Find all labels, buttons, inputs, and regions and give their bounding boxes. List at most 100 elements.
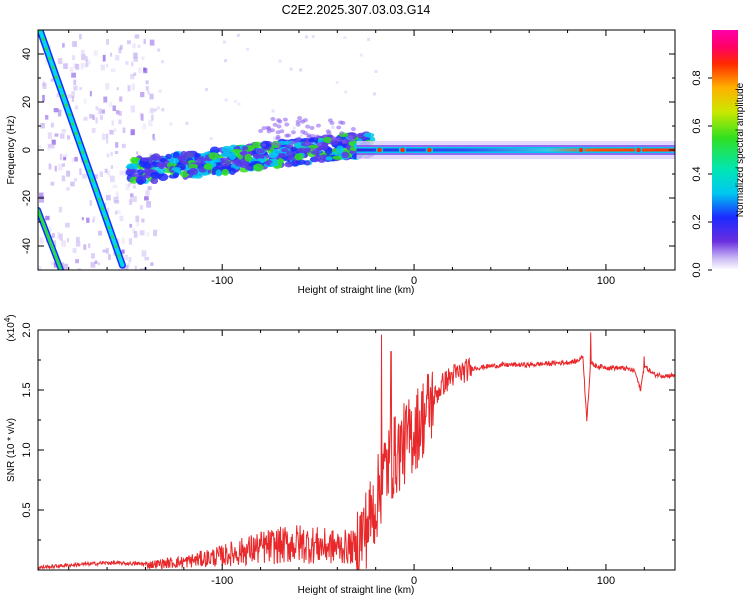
noise-speckle	[102, 249, 107, 253]
carrier-cloud	[284, 133, 290, 138]
noise-speckle	[149, 93, 154, 100]
noise-speckle	[158, 89, 162, 93]
noise-speckle	[80, 49, 85, 55]
noise-speckle	[140, 92, 145, 98]
noise-speckle	[100, 64, 105, 71]
noise-speckle	[131, 61, 134, 67]
noise-speckle	[108, 102, 113, 107]
descending-track-dot	[71, 122, 75, 126]
snr-x-tick-label: 100	[597, 575, 615, 587]
noise-speckle	[92, 114, 95, 120]
colorbar-gradient	[712, 30, 738, 270]
lower-track-dot	[41, 220, 45, 224]
noise-speckle	[59, 233, 63, 241]
noise-speckle	[152, 137, 156, 141]
noise-speckle	[128, 238, 133, 245]
carrier-cloud	[295, 122, 301, 127]
noise-speckle	[246, 47, 250, 51]
carrier-blob	[295, 159, 306, 165]
noise-speckle	[39, 192, 44, 199]
noise-speckle	[103, 96, 108, 103]
carrier-cloud	[350, 127, 356, 132]
lower-track-dot	[52, 251, 57, 255]
noise-speckle	[91, 127, 96, 133]
spec-y-tick-label: -40	[21, 238, 33, 254]
noise-speckle	[149, 39, 155, 46]
noise-speckle	[98, 108, 102, 115]
carrier-blob	[220, 160, 232, 167]
noise-speckle	[130, 73, 135, 80]
noise-speckle	[126, 40, 131, 45]
carrier-blob	[290, 146, 297, 152]
lower-track-dot	[54, 256, 59, 260]
noise-speckle	[71, 40, 77, 48]
descending-track-dot	[117, 254, 121, 258]
carrier-blob	[228, 152, 237, 161]
noise-speckle	[343, 36, 347, 40]
noise-speckle	[157, 48, 161, 52]
snr-y-tick-label: 1.0	[21, 442, 33, 457]
snr-panel: -100 0 100 0.5 1.0 1.5 2.0 Height of straight…	[3, 314, 676, 596]
noise-speckle	[136, 221, 139, 227]
carrier-cloud	[272, 141, 278, 146]
noise-speckle	[132, 184, 136, 189]
noise-speckle	[124, 254, 128, 261]
noise-speckle	[101, 133, 106, 140]
noise-speckle	[93, 50, 98, 56]
noise-speckle	[151, 114, 154, 121]
noise-speckle	[136, 151, 139, 155]
noise-speckle	[89, 200, 92, 206]
noise-speckle	[80, 62, 84, 70]
noise-speckle	[128, 182, 131, 187]
carrier-blob	[341, 151, 350, 159]
noise-speckle	[39, 237, 44, 244]
noise-speckle	[102, 54, 106, 62]
descending-track-dot	[107, 225, 111, 230]
spectrogram-panel: -100 0 100 -40 -20 0 20 40 Height of straight …	[6, 29, 676, 296]
lower-track-dot	[53, 254, 58, 258]
carrier-hotspot	[425, 146, 434, 154]
carrier-cloud	[300, 129, 306, 134]
noise-speckle	[367, 38, 371, 42]
descending-track-dot	[101, 207, 105, 211]
noise-speckle	[133, 57, 138, 62]
descending-track-dot	[74, 131, 78, 136]
carrier-blob	[196, 156, 204, 164]
noise-speckle	[292, 126, 296, 130]
carrier-blob	[240, 150, 248, 156]
descending-track-dot	[91, 178, 95, 183]
lower-track-dot	[58, 266, 62, 270]
noise-speckle	[110, 151, 113, 156]
lower-track-dot	[45, 232, 49, 236]
spec-x-tick-label: 0	[411, 275, 417, 287]
carrier-cloud	[329, 120, 335, 125]
carrier-cloud	[276, 124, 282, 129]
carrier-blob	[244, 153, 253, 162]
noise-speckle	[111, 120, 114, 126]
noise-speckle	[137, 44, 141, 48]
carrier-blob	[278, 152, 287, 158]
noise-speckle	[104, 168, 108, 173]
noise-speckle	[56, 93, 60, 98]
noise-speckle	[110, 165, 114, 169]
carrier-cloud	[270, 116, 276, 121]
noise-speckle	[66, 170, 71, 177]
noise-speckle	[73, 63, 79, 69]
spec-y-tick-label: -20	[21, 190, 33, 206]
descending-track-dot	[48, 56, 52, 60]
noise-speckle	[58, 206, 63, 213]
noise-speckle	[273, 136, 277, 140]
noise-speckle	[335, 81, 339, 85]
descending-track-dot	[94, 188, 98, 192]
noise-speckle	[71, 91, 75, 98]
carrier-blob	[287, 155, 295, 161]
noise-speckle	[119, 215, 124, 222]
descending-track-dot	[87, 169, 92, 173]
carrier-blob	[252, 141, 263, 149]
noise-speckle	[42, 80, 45, 87]
noise-speckle	[121, 249, 125, 254]
noise-speckle	[143, 68, 148, 74]
noise-speckle	[299, 68, 303, 72]
carrier-cloud	[295, 119, 301, 124]
noise-speckle	[147, 90, 150, 95]
